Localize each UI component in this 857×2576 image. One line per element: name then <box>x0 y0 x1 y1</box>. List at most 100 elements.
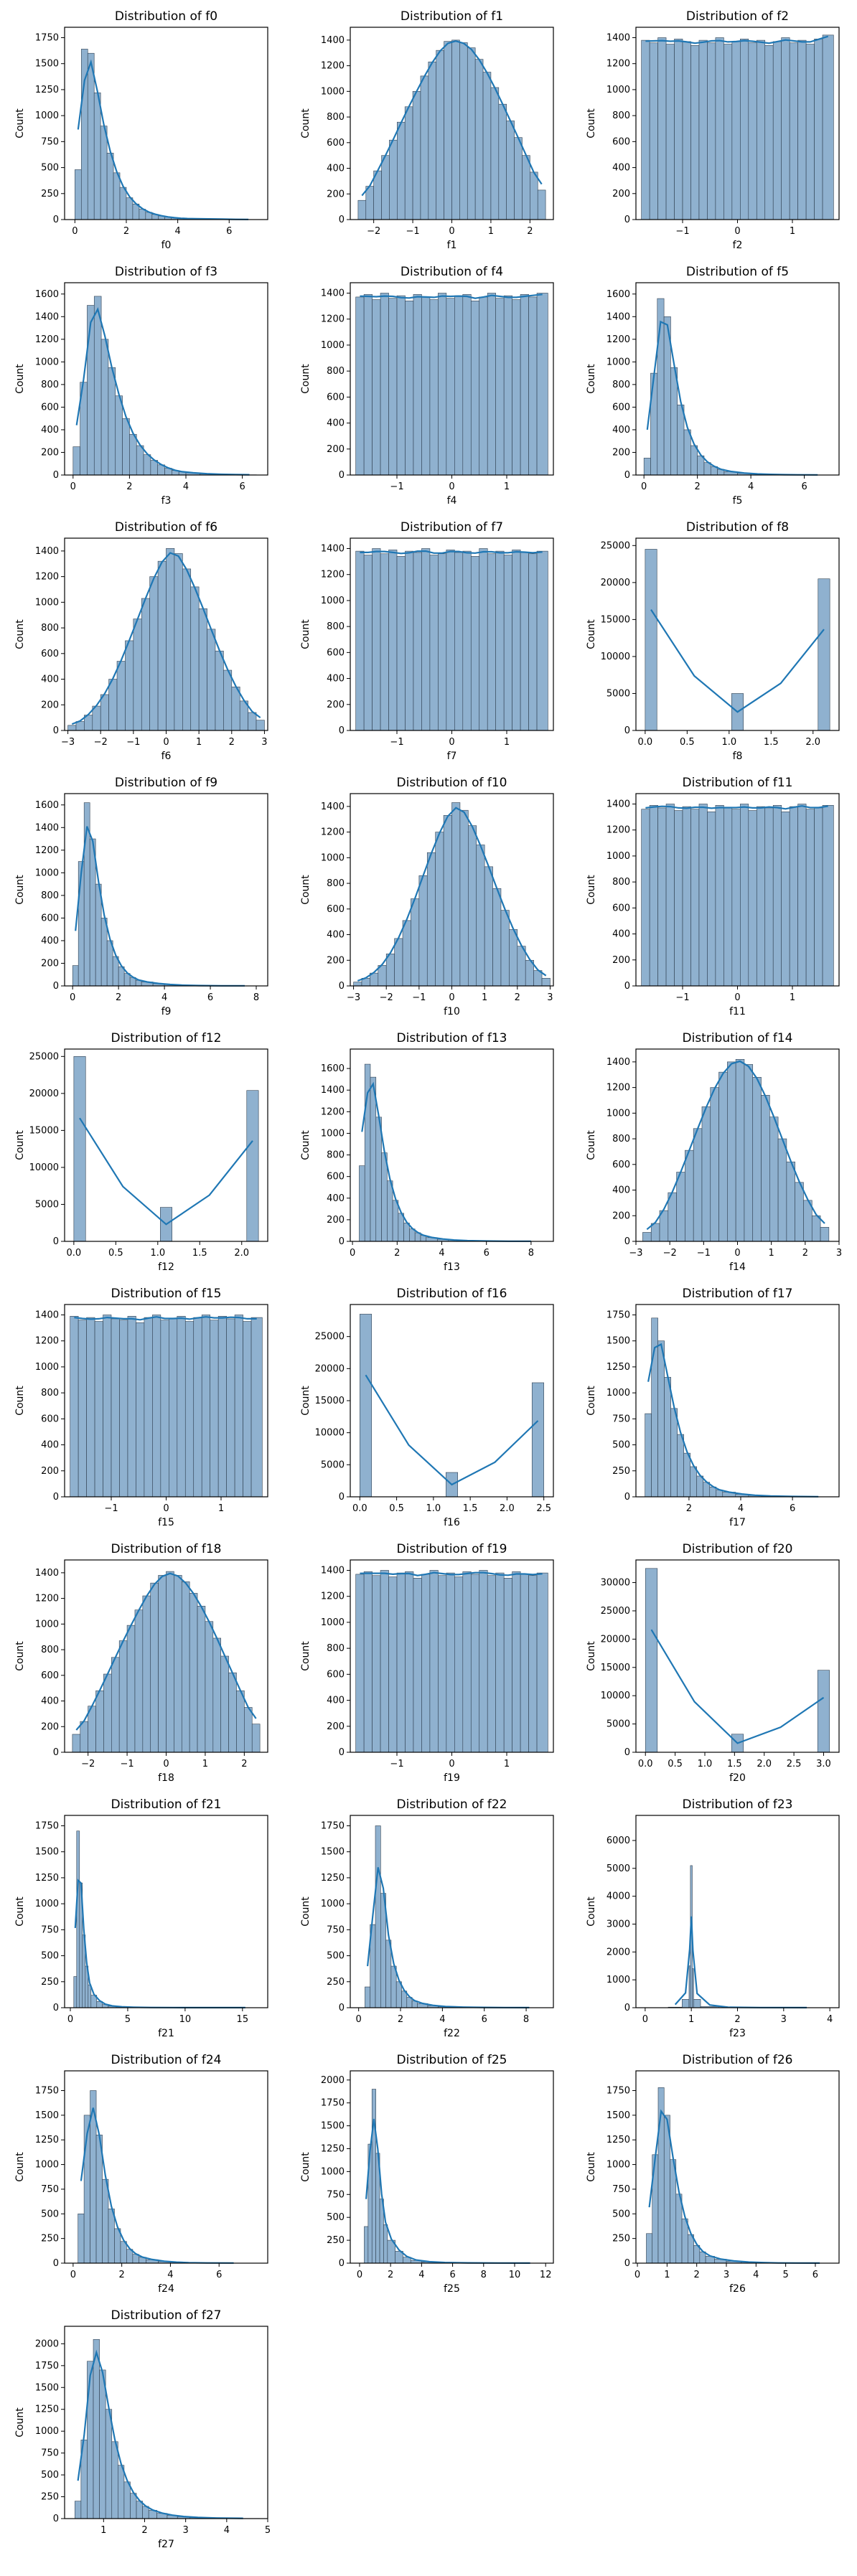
plot-frame <box>64 27 268 220</box>
x-tick-label: 4 <box>418 2270 424 2280</box>
x-axis-label: f18 <box>158 1772 174 1784</box>
histogram-bar <box>409 1228 416 1242</box>
histogram-bar <box>166 547 175 731</box>
y-tick-label: 1200 <box>607 59 630 70</box>
x-tick-label: 0 <box>734 1248 740 1259</box>
y-tick-label: 800 <box>41 890 59 901</box>
y-tick-label: 2000 <box>35 2338 59 2349</box>
x-tick-label: 0 <box>642 2014 648 2025</box>
y-tick-label: 1000 <box>607 851 630 862</box>
y-tick-label: 1400 <box>321 543 345 554</box>
histogram-bar <box>215 650 224 731</box>
histogram-bar <box>814 807 823 987</box>
histogram-bar <box>822 804 834 987</box>
histogram-bar <box>378 965 387 987</box>
x-tick-label: 5 <box>782 2270 788 2280</box>
y-axis-label: Count <box>586 108 597 138</box>
x-tick-label: 0.0 <box>638 1759 653 1769</box>
x-tick-label: 1 <box>482 992 487 1003</box>
histogram-bar <box>520 293 529 476</box>
histogram-bar <box>95 1690 104 1753</box>
histogram-bar <box>645 1413 652 1498</box>
chart-title: Distribution of f26 <box>683 2053 793 2067</box>
chart-f1: Distribution of f1 −2 −1 0 1 2 0 200 400 600 800 10… <box>300 9 554 251</box>
kde-line <box>650 608 825 713</box>
chart-f22: Distribution of f22 0 2 4 6 8 0 250 500 750 1000 12… <box>300 1797 554 2039</box>
x-axis-label: f25 <box>444 2283 460 2295</box>
histogram-bar <box>710 1087 719 1242</box>
x-tick-label: 2 <box>123 226 129 237</box>
histogram-bar <box>243 1321 252 1498</box>
y-tick-label: 1400 <box>321 802 345 812</box>
chart-title: Distribution of f11 <box>683 776 793 790</box>
x-tick-label: 3 <box>547 992 553 1003</box>
y-tick-label: 600 <box>327 904 345 915</box>
y-tick-label: 0 <box>339 470 345 481</box>
histogram-bar <box>690 809 700 987</box>
y-tick-label: 800 <box>327 1150 345 1161</box>
x-tick-label: 0.0 <box>352 1503 367 1514</box>
y-tick-label: 0 <box>53 470 59 481</box>
x-tick-label: −3 <box>61 737 75 748</box>
y-tick-label: 600 <box>327 1669 345 1680</box>
y-tick-label: 0 <box>339 215 345 225</box>
y-tick-label: 3000 <box>607 1919 630 1929</box>
histogram-bar <box>395 1981 402 2008</box>
y-tick-label: 400 <box>327 930 345 941</box>
x-tick-label: 2 <box>126 481 132 492</box>
y-tick-label: 1400 <box>35 546 59 557</box>
histogram-bar <box>355 1574 365 1753</box>
y-tick-label: 0 <box>624 470 630 481</box>
histogram-bar <box>193 1317 202 1498</box>
x-axis-label: f7 <box>447 751 457 762</box>
histogram-bar <box>355 296 365 476</box>
y-tick-label: 1000 <box>35 357 59 367</box>
histogram-bar <box>398 1213 404 1242</box>
histogram-bar <box>500 910 510 987</box>
x-tick-label: 3 <box>781 2014 787 2025</box>
histogram-bar <box>133 619 142 731</box>
y-tick-label: 800 <box>327 366 345 377</box>
x-tick-label: 2 <box>802 1248 808 1259</box>
histogram-bar <box>446 1572 455 1753</box>
y-tick-label: 250 <box>41 2234 59 2244</box>
histogram-bar <box>715 804 724 987</box>
y-tick-label: 400 <box>612 425 630 436</box>
x-axis-label: f4 <box>447 495 457 507</box>
kde-line <box>74 1879 245 2008</box>
x-axis-label: f1 <box>447 240 457 251</box>
y-tick-label: 0 <box>339 2003 345 2013</box>
histogram-bar <box>244 1707 253 1753</box>
histogram-bar <box>197 1606 206 1753</box>
histogram-bar <box>108 367 116 476</box>
y-tick-label: 600 <box>612 1160 630 1170</box>
histogram-bar <box>365 186 374 220</box>
y-tick-label: 250 <box>41 2492 59 2503</box>
histogram-bar <box>443 815 452 987</box>
histogram-bar <box>402 920 411 987</box>
y-tick-label: 15000 <box>601 1663 630 1673</box>
y-tick-label: 1500 <box>35 59 59 70</box>
y-tick-label: 0 <box>624 215 630 225</box>
chart-title: Distribution of f23 <box>683 1797 793 1812</box>
y-tick-label: 1400 <box>35 1310 59 1320</box>
histogram-bar <box>498 103 507 220</box>
histogram-bar <box>707 812 716 987</box>
histogram-bar <box>781 37 790 220</box>
chart-title: Distribution of f22 <box>397 1797 507 1812</box>
bars <box>355 293 548 476</box>
histogram-bar <box>451 39 460 220</box>
y-tick-label: 500 <box>41 163 59 174</box>
x-tick-label: 5 <box>125 2014 131 2025</box>
y-tick-label: 0 <box>53 2514 59 2524</box>
histogram-bar <box>405 301 414 476</box>
histogram-bar <box>73 1976 78 2008</box>
histogram-bar <box>748 810 757 987</box>
chart-f8: Distribution of f8 0.0 0.5 1.0 1.5 2.0 0 5000 10… <box>586 520 840 762</box>
y-axis-label: Count <box>586 619 597 649</box>
histogram-bar <box>657 1340 665 1498</box>
histogram-bar <box>470 1574 480 1753</box>
y-tick-label: 1400 <box>321 1565 345 1576</box>
x-tick-label: 4 <box>161 992 167 1003</box>
histogram-bar <box>429 1570 439 1753</box>
